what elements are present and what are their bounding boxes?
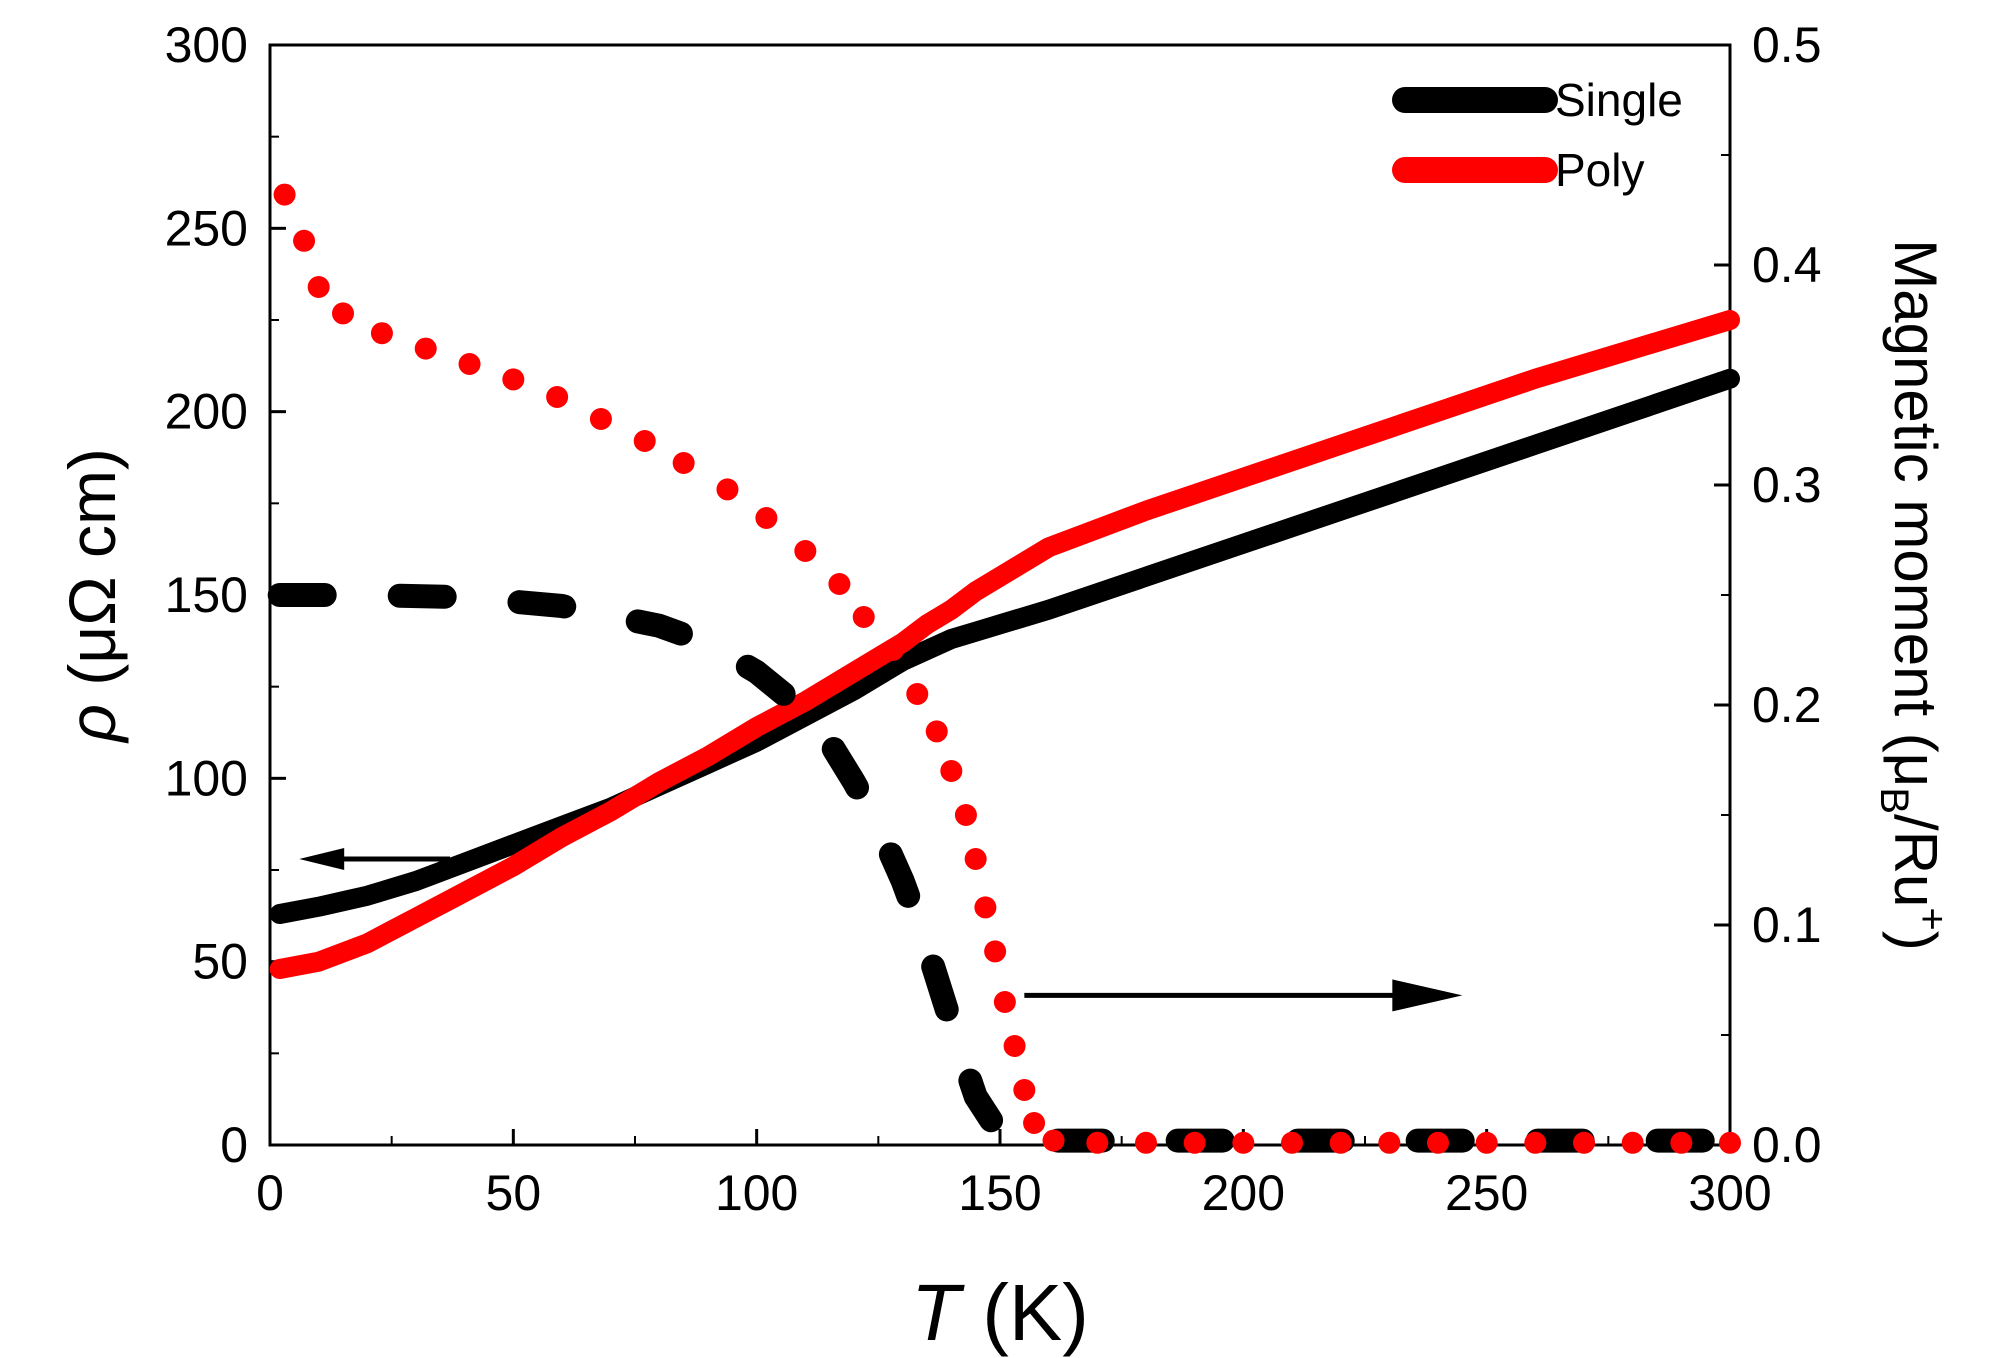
series-point-poly-magnetic-moment	[1086, 1131, 1109, 1154]
y-left-tick-label: 300	[165, 17, 248, 73]
x-axis-title: T (K)	[911, 1268, 1089, 1357]
series-point-poly-magnetic-moment	[993, 991, 1016, 1013]
series-point-poly-magnetic-moment	[964, 848, 987, 870]
y-left-tick-label: 150	[165, 567, 248, 623]
series-point-poly-magnetic-moment	[716, 478, 739, 501]
series-point-poly-magnetic-moment	[794, 540, 817, 562]
series-point-poly-magnetic-moment	[414, 337, 437, 360]
series-point-poly-magnetic-moment	[1524, 1131, 1547, 1154]
y-left-tick-label: 50	[192, 934, 248, 990]
plot-frame	[268, 43, 1732, 1147]
series-point-poly-magnetic-moment	[1023, 1112, 1046, 1134]
series-point-poly-magnetic-moment	[1135, 1131, 1157, 1154]
series-point-poly-magnetic-moment	[1013, 1079, 1036, 1101]
x-tick-label: 250	[1445, 1165, 1528, 1221]
x-tick-label: 50	[486, 1165, 542, 1221]
series-point-poly-magnetic-moment	[1719, 1131, 1741, 1154]
arrow-head-right	[1392, 979, 1463, 1012]
y-right-axis-main: Magnetic moment (μ	[1882, 239, 1949, 787]
y-left-axis-unit: (μΩ cm)	[55, 448, 129, 704]
series-line-single-magnetic-moment	[267, 583, 1742, 1153]
series-point-poly-magnetic-moment	[370, 322, 393, 345]
series-point-poly-magnetic-moment	[940, 760, 963, 782]
series-point-poly-magnetic-moment	[974, 896, 997, 919]
series-point-poly-magnetic-moment	[906, 683, 929, 705]
x-tick-label: 300	[1688, 1165, 1771, 1221]
y-right-tick-label: 0.4	[1752, 237, 1822, 293]
y-left-tick-label: 100	[165, 750, 248, 806]
y-right-axis-title: Magnetic moment (μB/Ru+)	[1872, 239, 1954, 951]
y-right-tick-label: 0.3	[1752, 457, 1822, 513]
series-point-poly-magnetic-moment	[828, 573, 851, 595]
y-right-tick-label: 0.5	[1752, 17, 1822, 73]
y-right-tick-label: 0.2	[1752, 677, 1822, 733]
series-point-poly-magnetic-moment	[1281, 1131, 1303, 1154]
y-left-axis-symbol: ρ	[55, 704, 129, 744]
series-line-poly-resistivity	[269, 310, 1740, 979]
y-right-axis-mid: /Ru	[1882, 814, 1949, 907]
series-point-poly-magnetic-moment	[307, 276, 330, 298]
annotation-arrows	[299, 848, 1463, 1012]
x-tick-label: 200	[1202, 1165, 1285, 1221]
series-point-poly-magnetic-moment	[755, 507, 778, 529]
y-left-tick-label: 250	[165, 200, 248, 256]
plot-area	[268, 43, 1732, 1147]
y-right-tick-label: 0.0	[1752, 1117, 1822, 1173]
y-left-axis-title: ρ (μΩ cm)	[55, 448, 129, 744]
series-point-poly-magnetic-moment	[1329, 1131, 1352, 1154]
series-point-poly-magnetic-moment	[1378, 1131, 1401, 1154]
series-line-single-resistivity	[269, 368, 1740, 924]
y-left-tick-label: 0	[220, 1117, 248, 1173]
series-point-poly-magnetic-moment	[672, 452, 695, 474]
series-point-poly-magnetic-moment	[1183, 1131, 1206, 1154]
series-point-poly-magnetic-moment	[1573, 1131, 1595, 1154]
x-tick-label: 150	[958, 1165, 1041, 1221]
y-right-axis-end: )	[1882, 931, 1949, 951]
series-point-poly-magnetic-moment	[881, 639, 904, 661]
series-point-poly-magnetic-moment	[589, 408, 612, 430]
x-tick-label: 100	[715, 1165, 798, 1221]
series-group	[267, 183, 1742, 1154]
series-point-poly-magnetic-moment	[273, 183, 296, 206]
arrow-head-left	[299, 848, 345, 870]
series-point-poly-magnetic-moment	[1232, 1131, 1255, 1154]
series-point-poly-magnetic-moment	[332, 302, 354, 325]
series-point-poly-magnetic-moment	[502, 368, 525, 391]
series-point-poly-magnetic-moment	[925, 720, 948, 743]
series-point-poly-magnetic-moment	[954, 804, 977, 826]
legend-label-poly: Poly	[1555, 144, 1644, 196]
series-point-poly-magnetic-moment	[1003, 1035, 1026, 1057]
x-axis-symbol: T	[911, 1268, 965, 1357]
legend-label-single: Single	[1555, 74, 1683, 126]
series-point-poly-magnetic-moment	[1621, 1131, 1644, 1154]
x-tick-label: 0	[256, 1165, 284, 1221]
x-axis-unit: (K)	[960, 1268, 1089, 1357]
series-point-poly-magnetic-moment	[293, 229, 316, 252]
legend: Single Poly	[1392, 74, 1683, 196]
series-point-poly-magnetic-moment	[1427, 1131, 1449, 1154]
series-point-poly-magnetic-moment	[852, 606, 875, 628]
series-point-poly-magnetic-moment	[984, 940, 1007, 963]
y-right-tick-label: 0.1	[1752, 897, 1822, 953]
y-right-axis-sub: B	[1872, 787, 1916, 814]
axis-ticks: 0 50 100 150 200 250 3000501001502002503000.00…	[165, 17, 1822, 1221]
y-left-tick-label: 200	[165, 384, 248, 440]
series-point-poly-magnetic-moment	[1475, 1131, 1498, 1154]
series-point-poly-magnetic-moment	[458, 353, 481, 375]
series-point-poly-magnetic-moment	[1670, 1131, 1693, 1154]
series-point-poly-magnetic-moment	[1042, 1129, 1065, 1152]
series-point-poly-magnetic-moment	[633, 430, 656, 452]
y-right-axis-sup: +	[1910, 907, 1954, 930]
series-point-poly-magnetic-moment	[546, 386, 569, 408]
